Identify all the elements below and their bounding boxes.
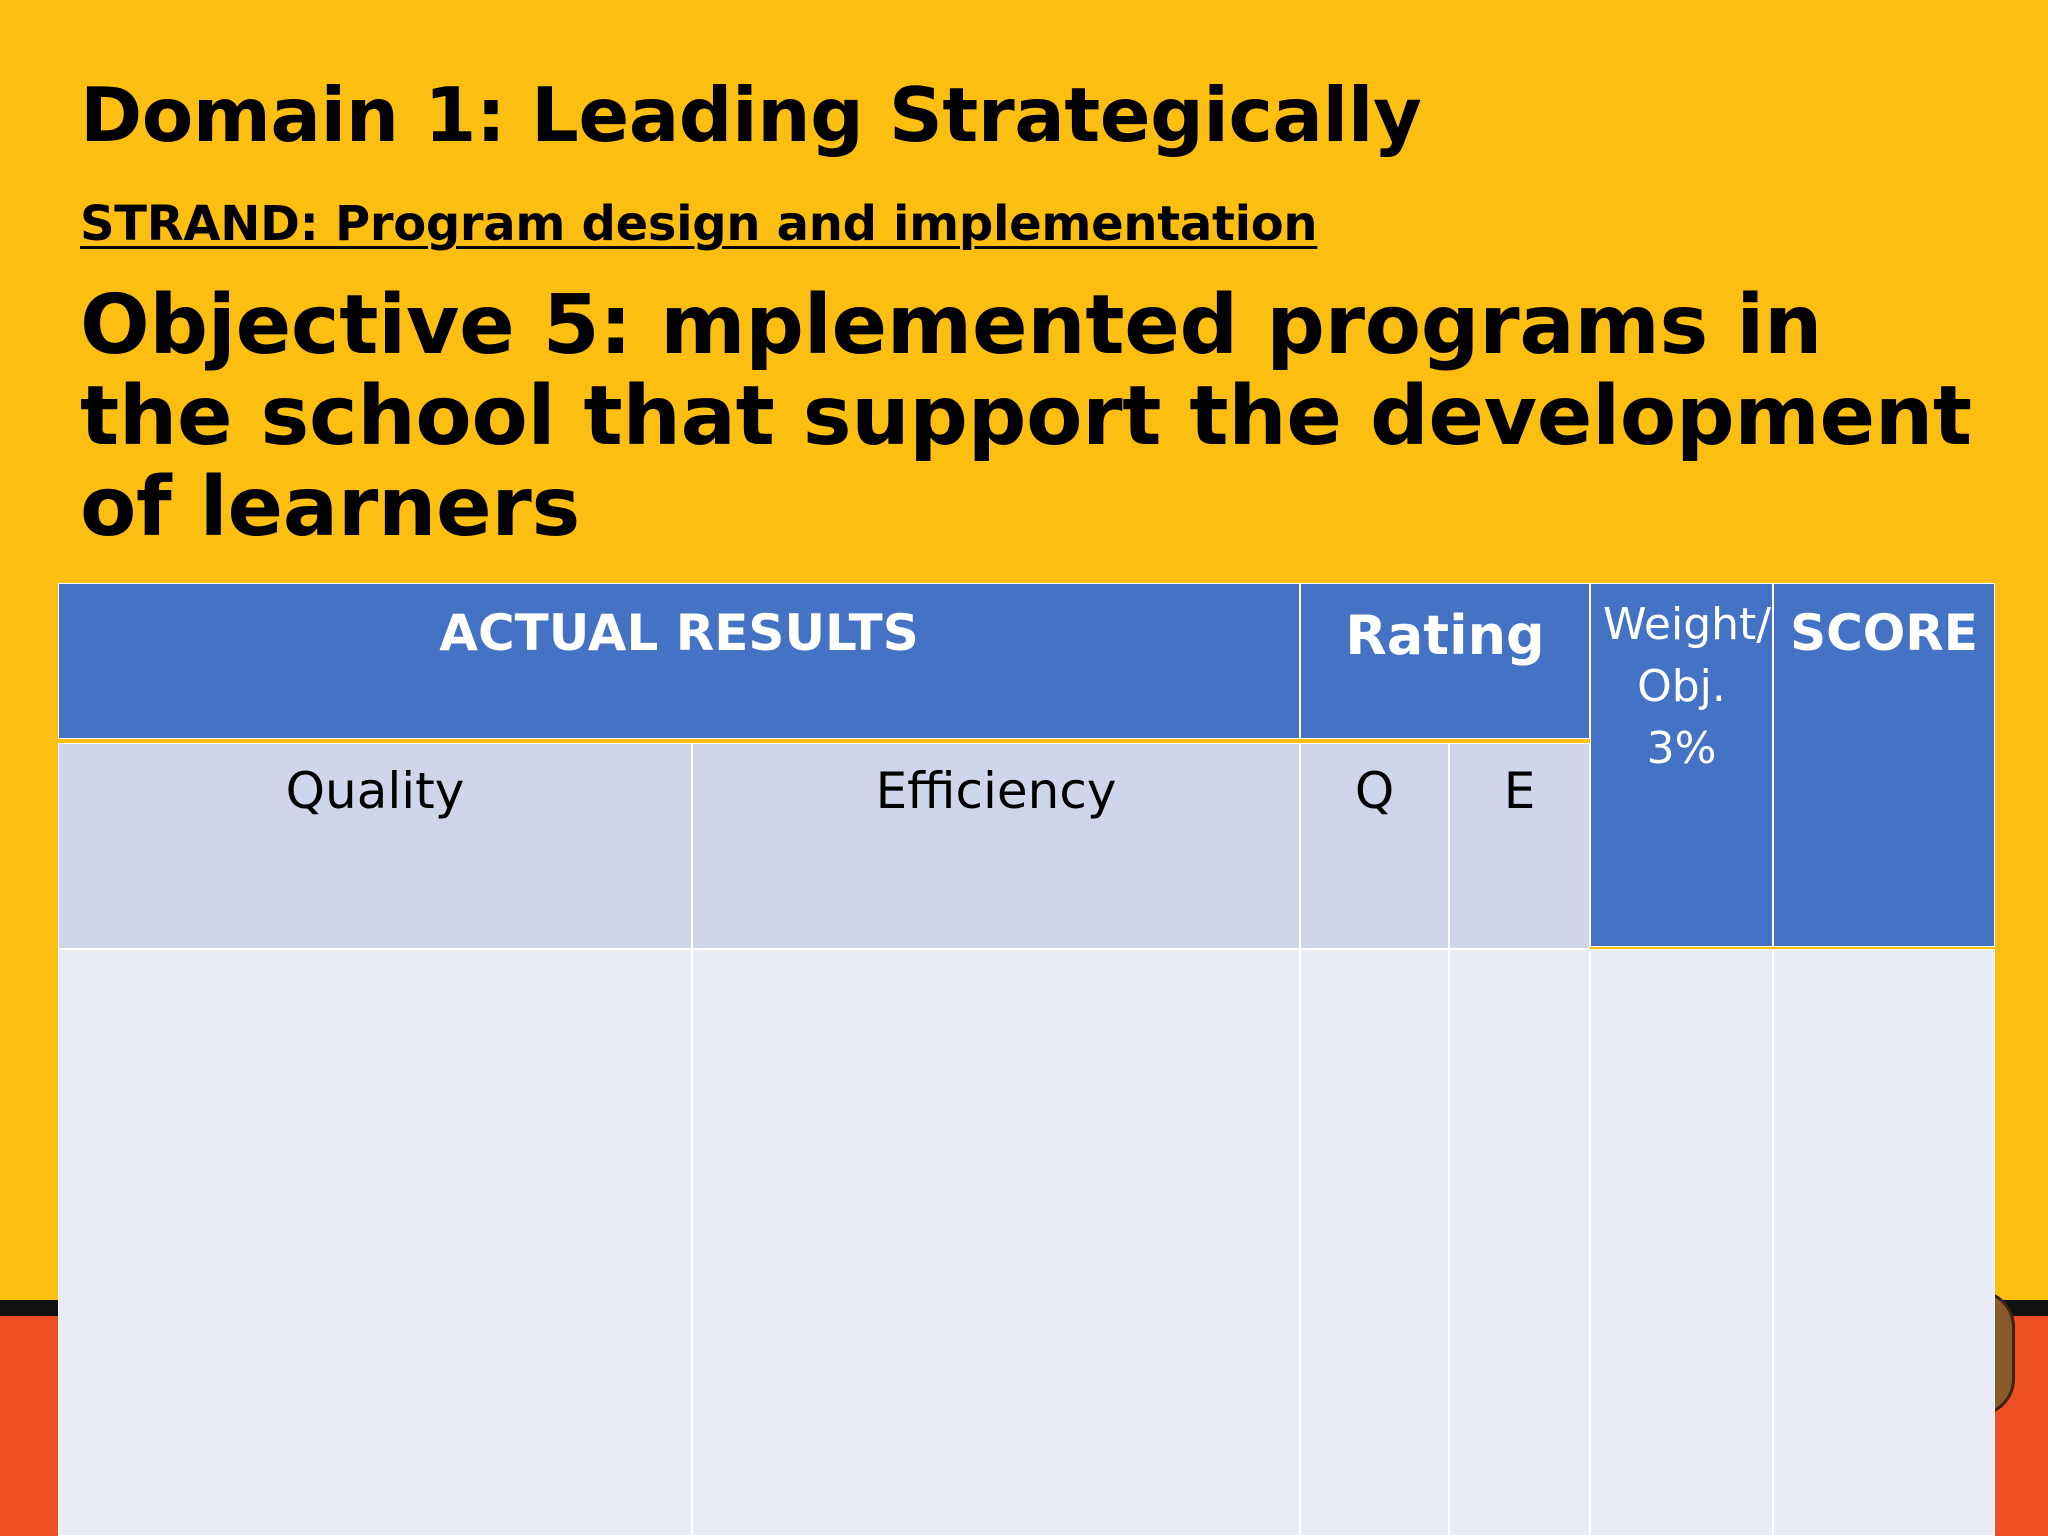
slide-title: Domain 1: Leading Strategically <box>80 71 1422 159</box>
header-score: SCORE <box>1773 583 1995 947</box>
cell-efficiency[interactable] <box>692 949 1300 1536</box>
header-actual-results: ACTUAL RESULTS <box>58 583 1300 739</box>
subheader-e: E <box>1449 743 1590 949</box>
cell-e[interactable] <box>1449 949 1590 1536</box>
objective-heading: Objective 5: mplemented programs in the … <box>80 278 1972 555</box>
subheader-quality: Quality <box>58 743 692 949</box>
subheader-efficiency: Efficiency <box>692 743 1300 949</box>
cell-score[interactable] <box>1773 949 1995 1536</box>
cell-weight[interactable] <box>1590 949 1773 1536</box>
header-rating: Rating <box>1300 583 1590 739</box>
header-weight: Weight/ Obj. 3% <box>1590 583 1773 947</box>
cell-q[interactable] <box>1300 949 1449 1536</box>
cell-quality[interactable] <box>58 949 692 1536</box>
subheader-q: Q <box>1300 743 1449 949</box>
strand-label: STRAND: Program design and implementatio… <box>80 196 1318 252</box>
